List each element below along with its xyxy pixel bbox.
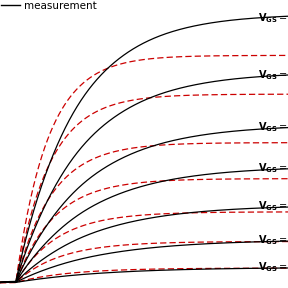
Text: $\mathbf{V_{GS}}=$: $\mathbf{V_{GS}}=$ (259, 120, 288, 134)
Text: $\mathbf{V_{GS}}=$: $\mathbf{V_{GS}}=$ (259, 161, 288, 175)
Text: $\mathbf{V_{GS}}=$: $\mathbf{V_{GS}}=$ (259, 68, 288, 82)
Legend: measurement: measurement (1, 1, 97, 11)
Text: $\mathbf{V_{GS}}=$: $\mathbf{V_{GS}}=$ (259, 261, 288, 274)
Text: $\mathbf{V_{GS}}=$: $\mathbf{V_{GS}}=$ (259, 11, 288, 25)
Text: $\mathbf{V_{GS}}=$: $\mathbf{V_{GS}}=$ (259, 233, 288, 247)
Text: $\mathbf{V_{GS}}=$: $\mathbf{V_{GS}}=$ (259, 199, 288, 213)
